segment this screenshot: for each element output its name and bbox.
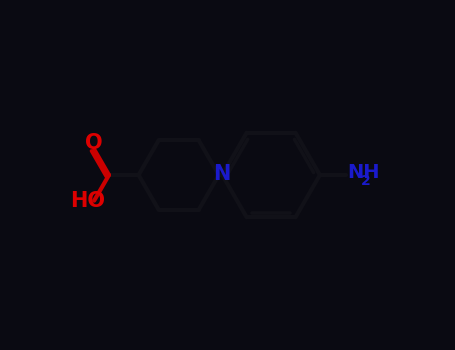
Text: NH: NH: [347, 163, 379, 182]
Text: O: O: [86, 133, 103, 153]
Text: 2: 2: [361, 174, 370, 188]
Text: N: N: [213, 164, 230, 184]
Text: HO: HO: [71, 191, 106, 211]
